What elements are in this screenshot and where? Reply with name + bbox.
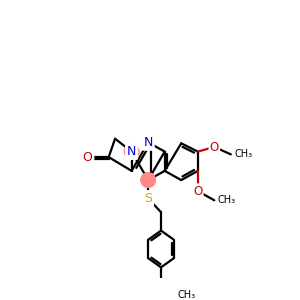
Text: O: O xyxy=(82,151,92,164)
Text: CH₃: CH₃ xyxy=(178,290,196,300)
Text: CH₃: CH₃ xyxy=(218,195,236,205)
Text: O: O xyxy=(210,140,219,154)
Circle shape xyxy=(141,173,155,188)
Text: O: O xyxy=(193,184,203,198)
Text: CH₃: CH₃ xyxy=(235,149,253,159)
Text: N: N xyxy=(143,136,153,149)
Text: N: N xyxy=(127,145,136,158)
Circle shape xyxy=(124,144,139,159)
Text: S: S xyxy=(144,192,152,205)
